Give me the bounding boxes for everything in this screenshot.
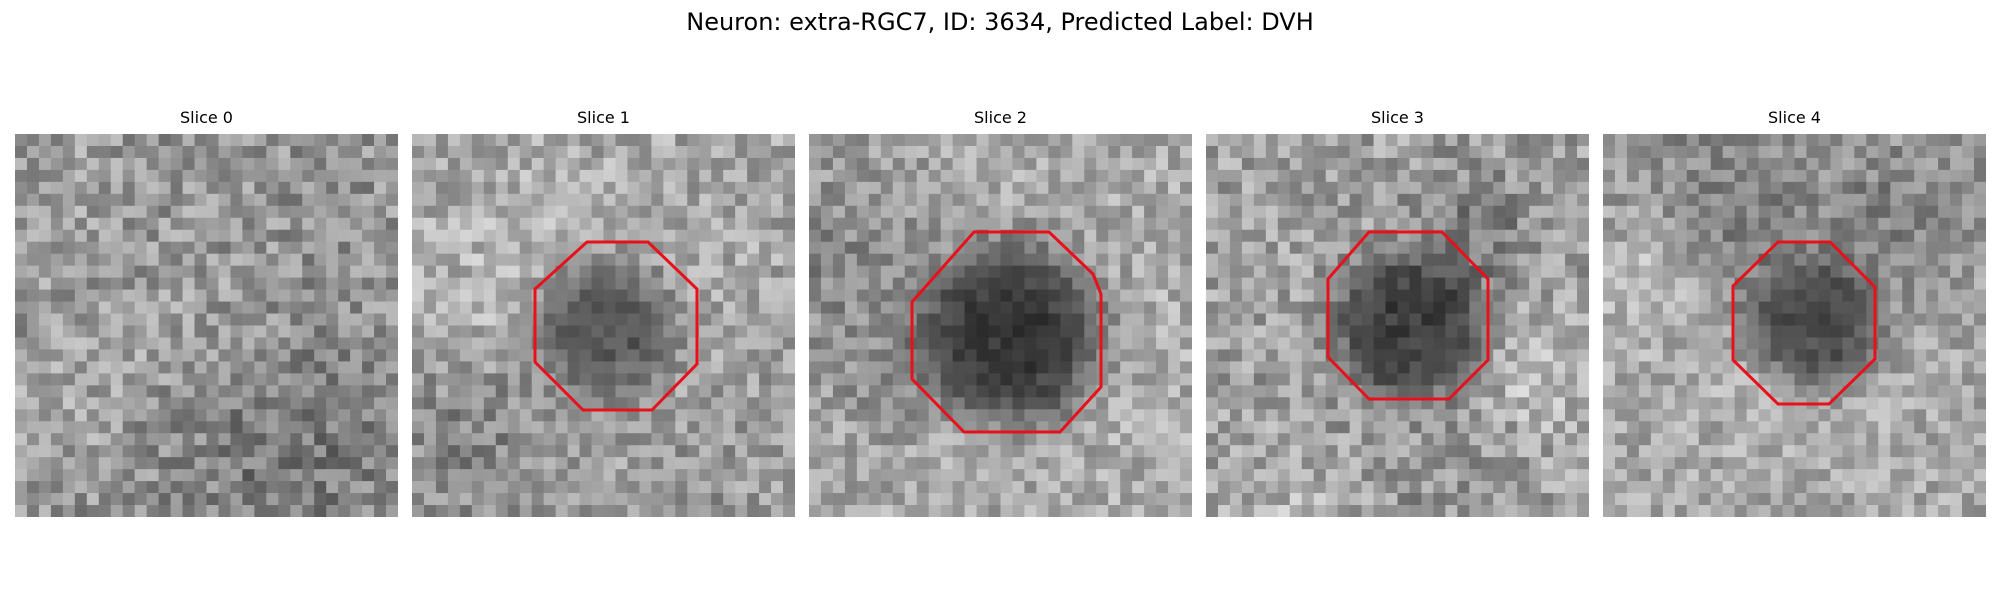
slice-title-1: Slice 1: [412, 108, 795, 134]
slice-image-3: [1206, 134, 1589, 517]
slice-image-4: [1603, 134, 1986, 517]
slice-title-4: Slice 4: [1603, 108, 1986, 134]
slice-title-0: Slice 0: [15, 108, 398, 134]
slice-panel-3: Slice 3: [1206, 108, 1589, 517]
slice-image-0: [15, 134, 398, 517]
slice-title-3: Slice 3: [1206, 108, 1589, 134]
slice-image-2: [809, 134, 1192, 517]
figure-title: Neuron: extra-RGC7, ID: 3634, Predicted …: [0, 8, 2000, 36]
slice-panel-2: Slice 2: [809, 108, 1192, 517]
slice-title-2: Slice 2: [809, 108, 1192, 134]
slice-panel-1: Slice 1: [412, 108, 795, 517]
slice-panel-4: Slice 4: [1603, 108, 1986, 517]
slice-image-1: [412, 134, 795, 517]
slice-panel-0: Slice 0: [15, 108, 398, 517]
